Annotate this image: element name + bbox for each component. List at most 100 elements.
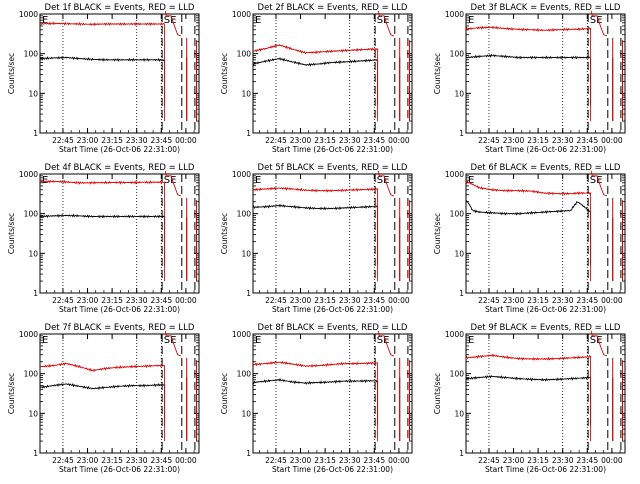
- x-tick-label: 00:00: [388, 296, 410, 305]
- y-axis-label: Counts/sec: [433, 53, 442, 94]
- y-axis-label: Counts/sec: [433, 213, 442, 254]
- x-tick-label: 23:30: [552, 136, 574, 145]
- panel-title: Det 6f BLACK = Events, RED = LLD: [471, 163, 621, 173]
- y-tick-label: 100: [237, 370, 252, 379]
- plot-frame: [465, 13, 626, 134]
- y-tick-label: 100: [450, 210, 465, 219]
- x-tick-label: 22:45: [52, 456, 74, 465]
- x-tick-label: 22:45: [478, 456, 500, 465]
- x-tick-label: 23:00: [77, 456, 99, 465]
- x-tick-label: 23:00: [290, 136, 312, 145]
- panel-title: Det 2f BLACK = Events, RED = LLD: [258, 3, 408, 13]
- x-axis-label: Start Time (26-Oct-06 22:31:00): [59, 305, 180, 314]
- x-tick-label: 23:45: [363, 456, 385, 465]
- plot-frame: [252, 173, 413, 294]
- region-letter-se: SE: [164, 15, 177, 26]
- x-axis-label: Start Time (26-Oct-06 22:31:00): [485, 305, 606, 314]
- panel-8: Det 8f BLACK = Events, RED = LLD 1 10 100 10…: [220, 323, 413, 474]
- y-tick-label: 1: [33, 449, 38, 458]
- series-tail-lld: [590, 330, 608, 357]
- y-tick-label: 100: [24, 370, 39, 379]
- x-tick-label: 22:45: [52, 136, 74, 145]
- series-line-events: [252, 57, 379, 106]
- y-axis-label: Counts/sec: [220, 213, 229, 254]
- series-line-lld: [252, 360, 379, 442]
- y-tick-label: 100: [450, 370, 465, 379]
- x-tick-label: 23:00: [77, 296, 99, 305]
- y-tick-label: 1: [459, 449, 464, 458]
- series-line-events: [39, 213, 166, 266]
- x-tick-label: 23:15: [314, 296, 336, 305]
- x-tick-label: 23:15: [101, 136, 123, 145]
- series-tail-lld: [377, 10, 395, 37]
- x-tick-label: 23:45: [363, 296, 385, 305]
- series-line-events: [465, 53, 592, 106]
- x-tick-label: 00:00: [388, 456, 410, 465]
- x-axis-label: Start Time (26-Oct-06 22:31:00): [59, 465, 180, 474]
- y-tick-label: 1: [246, 289, 251, 298]
- x-tick-label: 23:30: [126, 296, 148, 305]
- y-tick-label: 10: [454, 89, 464, 98]
- region-letter-e: E: [42, 15, 48, 26]
- y-axis-label: Counts/sec: [220, 373, 229, 414]
- region-letter-se: SE: [590, 335, 603, 346]
- x-tick-label: 23:30: [126, 456, 148, 465]
- region-letter-se: SE: [590, 15, 603, 26]
- x-tick-label: 23:30: [339, 136, 361, 145]
- y-tick-label: 1000: [445, 170, 464, 179]
- series-line-events: [252, 377, 379, 426]
- series-tail-lld: [164, 330, 182, 357]
- x-tick-label: 23:15: [527, 296, 549, 305]
- series-line-events: [39, 383, 166, 426]
- series-tail-lld: [590, 10, 608, 37]
- region-letter-se: SE: [590, 175, 603, 186]
- series-line-lld: [39, 179, 166, 282]
- x-tick-label: 23:30: [339, 296, 361, 305]
- x-axis-label: Start Time (26-Oct-06 22:31:00): [485, 465, 606, 474]
- series-line-lld: [465, 353, 592, 442]
- x-axis-label: Start Time (26-Oct-06 22:31:00): [272, 305, 393, 314]
- series-line-lld: [465, 180, 592, 282]
- x-tick-label: 23:00: [290, 296, 312, 305]
- x-tick-label: 23:00: [503, 296, 525, 305]
- x-tick-label: 23:00: [77, 136, 99, 145]
- x-tick-label: 23:15: [101, 296, 123, 305]
- y-tick-label: 1000: [445, 330, 464, 339]
- x-tick-label: 22:45: [265, 456, 287, 465]
- x-tick-label: 00:00: [175, 456, 197, 465]
- y-tick-label: 10: [28, 249, 38, 258]
- x-tick-label: 22:45: [265, 136, 287, 145]
- series-line-events: [465, 374, 592, 426]
- region-letter-e: E: [468, 335, 474, 346]
- panel-9: Det 9f BLACK = Events, RED = LLD 1 10 100 10…: [433, 323, 626, 474]
- plot-frame: [39, 333, 200, 454]
- panel-7: Det 7f BLACK = Events, RED = LLD 1 10 100 10…: [7, 323, 200, 474]
- y-tick-label: 1: [33, 289, 38, 298]
- panel-title: Det 3f BLACK = Events, RED = LLD: [471, 3, 621, 13]
- x-tick-label: 00:00: [388, 136, 410, 145]
- y-tick-label: 1000: [232, 10, 251, 19]
- region-letter-e: E: [42, 335, 48, 346]
- x-axis-label: Start Time (26-Oct-06 22:31:00): [272, 465, 393, 474]
- panel-5: Det 5f BLACK = Events, RED = LLD 1 10 100 10…: [220, 163, 413, 314]
- y-axis-label: Counts/sec: [433, 373, 442, 414]
- x-tick-label: 23:30: [126, 136, 148, 145]
- plot-frame: [39, 13, 200, 134]
- y-axis-label: Counts/sec: [7, 213, 16, 254]
- region-letter-se: SE: [377, 175, 390, 186]
- y-tick-label: 1000: [19, 170, 38, 179]
- y-tick-label: 1000: [232, 330, 251, 339]
- x-tick-label: 00:00: [601, 296, 623, 305]
- series-line-events: [252, 204, 379, 266]
- x-tick-label: 23:30: [552, 296, 574, 305]
- x-tick-label: 00:00: [175, 136, 197, 145]
- plot-frame: [252, 333, 413, 454]
- region-letter-e: E: [42, 175, 48, 186]
- series-line-lld: [252, 186, 379, 282]
- y-tick-label: 1: [246, 449, 251, 458]
- y-tick-label: 10: [241, 249, 251, 258]
- panel-6: Det 6f BLACK = Events, RED = LLD 1 10 100 10…: [433, 163, 626, 314]
- x-tick-label: 23:15: [101, 456, 123, 465]
- panel-title: Det 4f BLACK = Events, RED = LLD: [45, 163, 195, 173]
- y-tick-label: 1000: [19, 10, 38, 19]
